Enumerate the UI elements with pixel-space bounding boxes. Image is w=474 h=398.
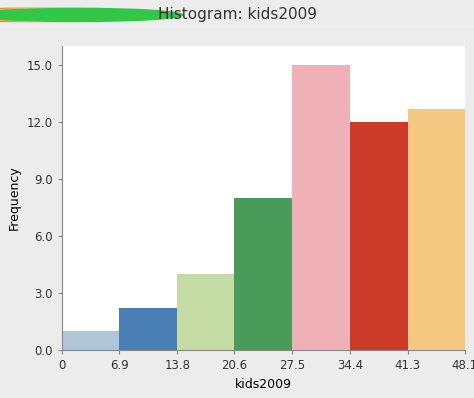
Text: Histogram: kids2009: Histogram: kids2009: [157, 8, 317, 22]
Bar: [350, 122, 408, 350]
Bar: [234, 198, 292, 350]
Bar: [177, 274, 234, 350]
Bar: [62, 331, 119, 350]
Circle shape: [0, 8, 182, 21]
Circle shape: [0, 8, 130, 21]
Circle shape: [0, 8, 156, 21]
Bar: [408, 109, 465, 350]
Y-axis label: Frequency: Frequency: [8, 166, 21, 230]
Bar: [292, 65, 350, 350]
Bar: [119, 308, 177, 350]
X-axis label: kids2009: kids2009: [235, 378, 292, 391]
